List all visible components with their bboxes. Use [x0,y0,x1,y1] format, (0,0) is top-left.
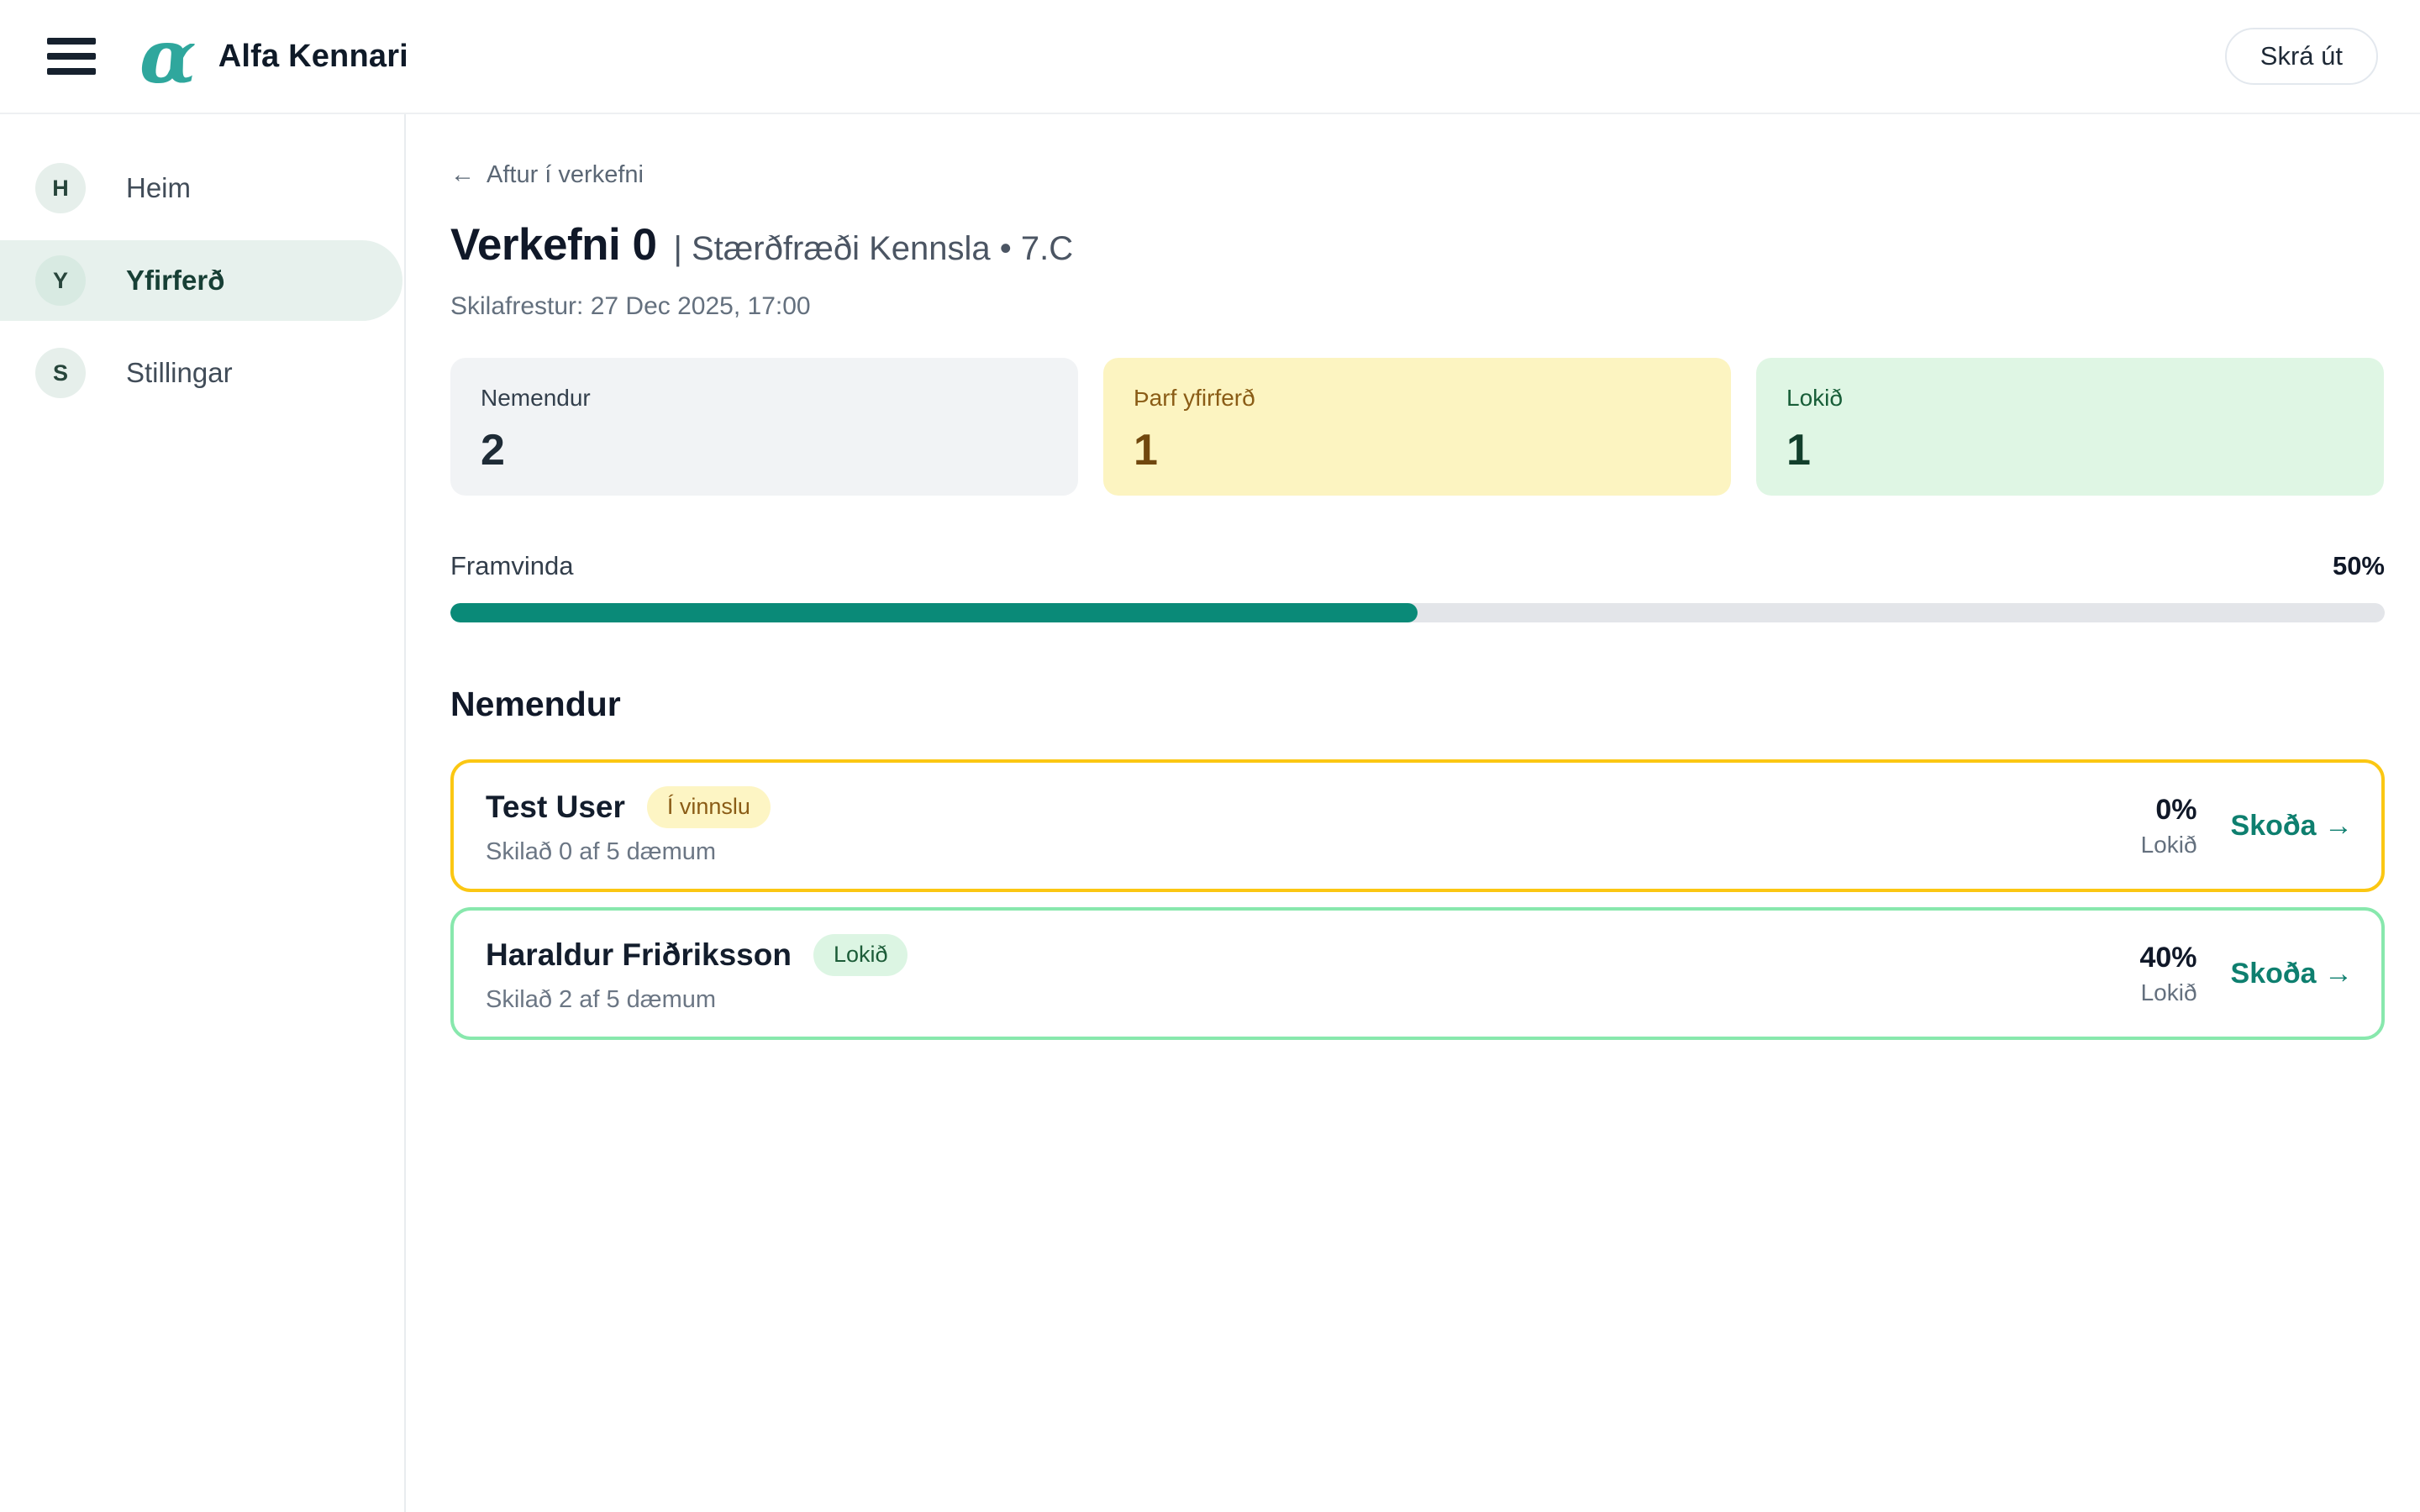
page-subtitle: | Stærðfræði Kennsla • 7.C [673,230,1074,267]
status-badge-in-progress: Í vinnslu [646,785,771,828]
page-title: Verkefni 0 [450,220,657,270]
sidebar-item-stillingar[interactable]: S Stillingar [0,333,402,413]
student-name: Test User [486,789,625,824]
back-arrow-icon: ← [450,161,475,188]
stat-value: 1 [1786,426,1811,475]
stat-card-lokid: Lokið 1 [1756,358,2384,496]
sidebar-item-yfirferd-initial: Y [35,255,86,306]
student-name: Haraldur Friðriksson [486,937,792,972]
student-percent-caption: Lokið [2140,979,2197,1005]
sidebar-item-yfirferd[interactable]: Y Yfirferð [0,240,402,321]
view-student-link[interactable]: Skoða → [2230,809,2353,842]
stat-card-nemendur: Nemendur 2 [450,358,1078,496]
student-submission-text: Skilað 0 af 5 dæmum [486,837,717,865]
status-badge-completed: Lokið [813,933,908,976]
sidebar-nav: H Heim Y Yfirferð S Stillingar [0,114,406,1512]
sidebar-item-stillingar-initial: S [35,348,86,398]
app-brand-title: Alfa Kennari [218,38,408,74]
view-student-link[interactable]: Skoða → [2230,957,2353,990]
student-row-test-user[interactable]: Test User Í vinnslu Skilað 0 af 5 dæmum … [450,759,2385,892]
student-percent: 40% [2139,941,2197,974]
stat-value: 2 [481,426,505,475]
stat-label: Lokið [1786,385,1843,411]
deadline-text: Skilafrestur: 27 Dec 2025, 17:00 [450,292,811,320]
stat-label: Nemendur [481,385,591,411]
alpha-logo-icon: α [139,13,197,100]
stat-label: Þarf yfirferð [1134,385,1255,411]
back-to-projects-link[interactable]: ← Aftur í verkefni [450,161,644,189]
student-percent-caption: Lokið [2140,831,2197,858]
student-percent: 0% [2155,793,2197,826]
progress-label: Framvinda [450,551,574,580]
hamburger-menu-icon[interactable] [47,38,96,75]
sidebar-item-label: Yfirferð [126,265,225,296]
stats-row: Nemendur 2 Þarf yfirferð 1 Lokið 1 [450,358,2385,496]
logout-button[interactable]: Skrá út [2224,28,2378,85]
student-row-haraldur[interactable]: Haraldur Friðriksson Lokið Skilað 2 af 5… [450,907,2385,1040]
student-submission-text: Skilað 2 af 5 dæmum [486,985,717,1013]
progress-bar-fill [450,603,1418,622]
main-content: ← Aftur í verkefni Verkefni 0 | Stærðfræ… [408,114,2420,1512]
back-link-label: Aftur í verkefni [487,161,644,188]
progress-bar-track [450,603,2385,622]
progress-percent-text: 50% [2332,551,2385,580]
students-section-title: Nemendur [450,685,621,723]
stat-card-tharf-yfirferd: Þarf yfirferð 1 [1103,358,1731,496]
stat-value: 1 [1134,426,1158,475]
sidebar-item-heim[interactable]: H Heim [0,148,402,228]
app-header: α Alfa Kennari Skrá út [0,0,2420,114]
sidebar-item-label: Heim [126,172,192,203]
sidebar-item-heim-initial: H [35,163,86,213]
sidebar-item-label: Stillingar [126,357,233,388]
